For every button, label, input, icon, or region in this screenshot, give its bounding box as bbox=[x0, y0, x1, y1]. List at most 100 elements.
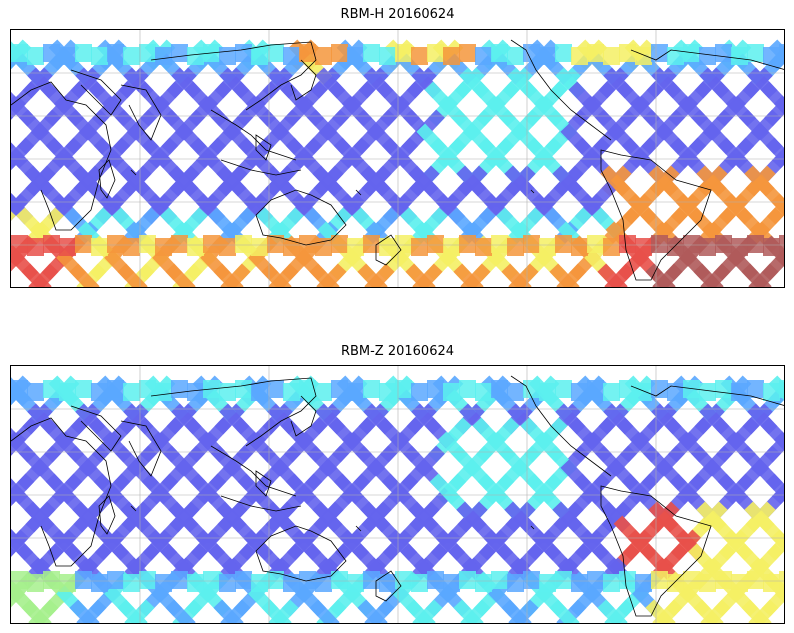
swath-segment bbox=[453, 599, 484, 623]
coastline-segment bbox=[530, 189, 535, 194]
polar-swath-block bbox=[171, 380, 188, 398]
map-title-top: RBM-H 20160624 bbox=[340, 7, 455, 22]
coastline-segment bbox=[150, 41, 317, 111]
coastline-segment bbox=[255, 525, 347, 582]
polar-swath-block bbox=[779, 44, 784, 62]
swath-segment bbox=[741, 599, 772, 623]
polar-swath-block bbox=[571, 47, 588, 65]
polar-swath-block bbox=[603, 47, 620, 65]
polar-swath-block bbox=[747, 380, 764, 398]
polar-swath-block bbox=[715, 235, 732, 253]
polar-swath-block bbox=[331, 571, 348, 589]
swath-segment bbox=[597, 599, 628, 623]
polar-swath-block bbox=[123, 574, 140, 592]
swath-layer bbox=[11, 375, 784, 623]
coastline-segment bbox=[255, 189, 347, 246]
polar-swath-block bbox=[635, 238, 652, 256]
coastline-segment bbox=[130, 169, 137, 176]
polar-swath-block bbox=[59, 238, 76, 256]
polar-swath-block bbox=[139, 571, 156, 589]
map-panel-top bbox=[10, 29, 785, 288]
polar-swath-block bbox=[699, 383, 716, 401]
satellite-track-map-top bbox=[11, 30, 784, 287]
polar-swath-block bbox=[683, 380, 700, 398]
polar-swath-block bbox=[59, 574, 76, 592]
polar-swath-block bbox=[187, 238, 204, 256]
polar-swath-block bbox=[603, 238, 620, 256]
swath-segment bbox=[770, 193, 784, 216]
swath-segment bbox=[117, 599, 148, 623]
polar-swath-block bbox=[731, 238, 748, 256]
coastline-segment bbox=[600, 149, 712, 281]
polar-swath-block bbox=[91, 574, 108, 592]
polar-swath-block bbox=[443, 47, 460, 65]
polar-swath-block bbox=[571, 238, 588, 256]
polar-swath-block bbox=[267, 380, 284, 398]
polar-swath-block bbox=[555, 380, 572, 398]
coastline-segment bbox=[290, 395, 317, 437]
coastline-segment bbox=[130, 505, 137, 512]
polar-swath-block bbox=[571, 574, 588, 592]
polar-swath-block bbox=[347, 47, 364, 65]
polar-swath-block bbox=[555, 44, 572, 62]
polar-swath-block bbox=[75, 235, 92, 253]
polar-swath-block bbox=[395, 44, 412, 62]
polar-swath-block bbox=[635, 383, 652, 401]
polar-swath-block bbox=[251, 47, 268, 65]
polar-swath-block bbox=[75, 380, 92, 398]
polar-swath-block bbox=[11, 235, 28, 253]
polar-swath-block bbox=[779, 380, 784, 398]
polar-swath-block bbox=[555, 235, 572, 253]
polar-swath-block bbox=[507, 574, 524, 592]
swath-segment bbox=[693, 599, 724, 623]
polar-swath-block bbox=[331, 44, 348, 62]
polar-swath-block bbox=[603, 383, 620, 401]
swath-segment bbox=[405, 263, 436, 287]
polar-swath-block bbox=[219, 574, 236, 592]
polar-swath-block bbox=[715, 380, 732, 398]
swath-segment bbox=[69, 263, 100, 287]
coastline-segment bbox=[255, 134, 272, 161]
polar-swath-block bbox=[523, 380, 540, 398]
polar-swath-block bbox=[395, 380, 412, 398]
polar-swath-block bbox=[763, 47, 780, 65]
polar-swath-block bbox=[507, 238, 524, 256]
coastline-segment bbox=[600, 485, 712, 617]
polar-swath-block bbox=[27, 574, 44, 592]
swath-segment bbox=[405, 599, 436, 623]
polar-swath-block bbox=[475, 574, 492, 592]
polar-swath-block bbox=[283, 383, 300, 401]
swath-segment bbox=[261, 263, 292, 287]
polar-swath-block bbox=[683, 44, 700, 62]
swath-segment bbox=[165, 599, 196, 623]
polar-swath-block bbox=[443, 574, 460, 592]
polar-swath-block bbox=[523, 44, 540, 62]
polar-swath-block bbox=[443, 383, 460, 401]
polar-swath-block bbox=[171, 44, 188, 62]
polar-swath-block bbox=[187, 574, 204, 592]
satellite-track-map-bottom bbox=[11, 366, 784, 623]
swath-segment bbox=[21, 263, 52, 287]
polar-swath-block bbox=[699, 47, 716, 65]
polar-swath-block bbox=[603, 574, 620, 592]
coastline-segment bbox=[630, 385, 784, 406]
polar-swath-block bbox=[459, 571, 476, 589]
polar-swath-block bbox=[43, 571, 60, 589]
polar-swath-block bbox=[667, 383, 684, 401]
polar-swath-block bbox=[779, 235, 784, 253]
polar-swath-block bbox=[11, 380, 28, 398]
polar-swath-block bbox=[491, 44, 508, 62]
graticule bbox=[11, 366, 784, 623]
coastline-segment bbox=[355, 189, 362, 196]
polar-swath-block bbox=[11, 44, 28, 62]
swath-segment bbox=[261, 599, 292, 623]
polar-swath-block bbox=[395, 571, 412, 589]
polar-swath-block bbox=[651, 44, 668, 62]
polar-swath-block bbox=[187, 47, 204, 65]
polar-swath-block bbox=[587, 571, 604, 589]
polar-swath-block bbox=[331, 380, 348, 398]
polar-swath-block bbox=[443, 238, 460, 256]
polar-swath-block bbox=[347, 383, 364, 401]
polar-swath-block bbox=[699, 574, 716, 592]
polar-swath-block bbox=[379, 574, 396, 592]
